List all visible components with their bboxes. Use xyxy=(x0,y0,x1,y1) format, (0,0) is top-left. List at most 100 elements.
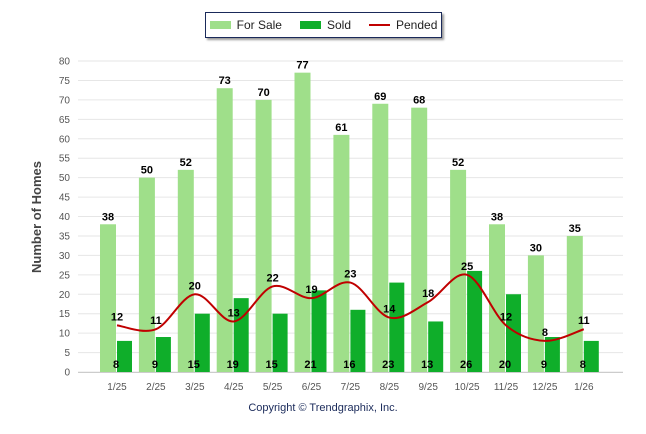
data-label-pended: 11 xyxy=(150,315,162,327)
bar-for-sale xyxy=(411,107,428,373)
x-tick-label: 10/25 xyxy=(455,382,480,393)
y-tick-label: 30 xyxy=(59,251,71,262)
y-tick-label: 20 xyxy=(59,290,71,301)
x-tick-label: 6/25 xyxy=(302,382,322,393)
bar-sold xyxy=(583,340,599,372)
data-label-for-sale: 35 xyxy=(569,223,581,235)
x-tick-label: 8/25 xyxy=(380,382,400,393)
bar-for-sale xyxy=(177,169,194,372)
bar-for-sale xyxy=(333,134,350,372)
x-tick-label: 7/25 xyxy=(341,382,361,393)
sold-swatch xyxy=(299,21,321,29)
y-tick-label: 60 xyxy=(59,134,71,145)
bar-sold xyxy=(194,313,210,372)
x-tick-label: 5/25 xyxy=(263,382,283,393)
bar-for-sale xyxy=(255,99,272,372)
data-label-for-sale: 38 xyxy=(102,211,114,223)
y-tick-label: 25 xyxy=(59,270,71,281)
y-tick-label: 75 xyxy=(59,76,71,87)
data-label-pended: 25 xyxy=(461,261,473,273)
data-label-for-sale: 38 xyxy=(491,211,503,223)
y-tick-label: 55 xyxy=(59,154,71,165)
legend-item-pended[interactable]: Pended xyxy=(369,18,437,32)
y-tick-label: 70 xyxy=(59,95,71,106)
data-label-pended: 11 xyxy=(578,315,590,327)
data-label-sold: 23 xyxy=(382,359,394,371)
y-tick-label: 45 xyxy=(59,193,71,204)
data-label-for-sale: 30 xyxy=(530,242,542,254)
data-label-sold: 8 xyxy=(580,359,586,371)
bar-sold xyxy=(350,309,366,372)
legend-label: For Sale xyxy=(236,18,282,32)
y-tick-label: 10 xyxy=(59,329,71,340)
data-label-sold: 15 xyxy=(265,359,277,371)
bar-for-sale xyxy=(138,177,155,372)
bar-for-sale xyxy=(450,169,467,372)
data-label-pended: 19 xyxy=(305,284,317,296)
pended-swatch xyxy=(369,24,390,26)
bar-sold xyxy=(506,294,521,372)
y-tick-label: 5 xyxy=(64,348,70,359)
y-tick-label: 15 xyxy=(59,309,71,320)
x-tick-label: 1/26 xyxy=(574,382,594,393)
legend-label: Sold xyxy=(326,18,351,32)
bar-sold xyxy=(428,321,444,372)
bar-for-sale xyxy=(216,88,233,373)
legend-item-sold[interactable]: Sold xyxy=(299,18,351,32)
data-label-sold: 26 xyxy=(460,359,472,371)
bar-sold xyxy=(311,290,327,372)
data-label-pended: 20 xyxy=(189,280,201,292)
bar-for-sale xyxy=(489,224,505,372)
bar-sold xyxy=(544,337,560,372)
data-label-sold: 13 xyxy=(421,359,433,371)
data-label-pended: 12 xyxy=(111,311,123,323)
y-tick-label: 80 xyxy=(59,57,71,68)
data-label-sold: 19 xyxy=(227,359,239,371)
data-label-for-sale: 52 xyxy=(180,157,192,169)
y-axis-title: Number of Homes xyxy=(29,161,44,273)
bar-for-sale xyxy=(100,224,116,372)
bar-sold xyxy=(389,282,405,372)
data-label-for-sale: 69 xyxy=(374,91,386,103)
data-label-for-sale: 50 xyxy=(141,165,153,177)
data-label-sold: 16 xyxy=(343,359,355,371)
data-label-sold: 21 xyxy=(304,359,316,371)
data-label-for-sale: 52 xyxy=(452,157,464,169)
legend-item-for-sale[interactable]: For Sale xyxy=(209,18,282,32)
y-tick-label: 0 xyxy=(64,368,70,379)
data-label-sold: 9 xyxy=(152,359,158,371)
data-label-for-sale: 73 xyxy=(219,75,231,87)
for-sale-swatch xyxy=(209,21,231,29)
bar-sold xyxy=(117,340,132,372)
x-tick-label: 1/25 xyxy=(107,382,127,393)
y-tick-label: 50 xyxy=(59,173,71,184)
bar-for-sale xyxy=(294,72,311,372)
bar-sold xyxy=(233,298,249,372)
x-tick-label: 3/25 xyxy=(185,382,205,393)
data-label-pended: 22 xyxy=(266,272,278,284)
legend-label: Pended xyxy=(396,18,438,32)
bar-sold xyxy=(272,313,288,372)
bar-sold xyxy=(467,270,483,372)
bar-for-sale xyxy=(372,103,389,372)
data-label-pended: 23 xyxy=(344,269,356,281)
x-tick-label: 2/25 xyxy=(146,382,166,393)
x-tick-label: 4/25 xyxy=(224,382,244,393)
data-label-for-sale: 77 xyxy=(296,60,308,72)
data-label-for-sale: 68 xyxy=(413,95,425,107)
data-label-for-sale: 61 xyxy=(335,122,347,134)
x-tick-label: 12/25 xyxy=(532,382,557,393)
line-pended xyxy=(116,273,585,342)
x-tick-label: 11/25 xyxy=(494,382,519,393)
data-label-pended: 8 xyxy=(542,327,548,339)
data-label-pended: 18 xyxy=(422,288,434,300)
data-label-sold: 20 xyxy=(499,359,511,371)
legend: For Sale Sold Pended xyxy=(205,12,442,38)
copyright: Copyright © Trendgraphix, Inc. xyxy=(248,402,398,414)
y-tick-label: 35 xyxy=(59,231,71,242)
data-label-pended: 12 xyxy=(500,311,512,323)
data-label-sold: 9 xyxy=(541,359,547,371)
data-label-sold: 8 xyxy=(113,359,119,371)
bar-sold xyxy=(155,337,171,372)
